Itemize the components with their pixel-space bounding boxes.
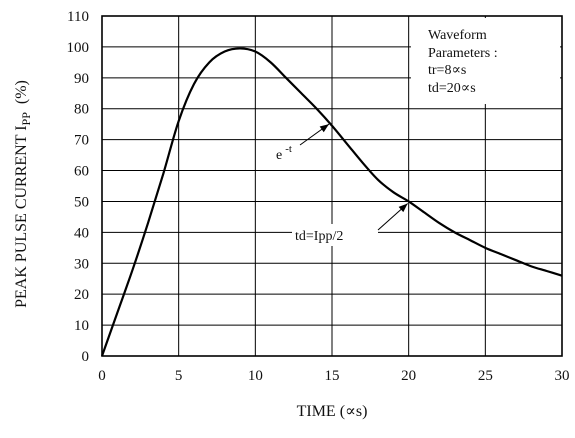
annotation-half-peak-label: td=Ipp/2 [295, 229, 343, 244]
y-tick-label: 60 [74, 164, 89, 180]
y-tick-label: 80 [74, 102, 89, 118]
annotation-half-peak-arrowhead [398, 203, 408, 213]
y-tick-label: 30 [74, 256, 89, 272]
annotation-exponential-base: e [276, 148, 282, 163]
y-tick-label: 90 [74, 71, 89, 87]
annotation-exponential-arrowhead [319, 124, 329, 133]
plot-frame [101, 15, 563, 357]
y-tick-label: 70 [74, 133, 89, 149]
y-axis-title-unit: (%) [13, 80, 30, 104]
x-tick-label: 0 [98, 368, 106, 384]
x-axis-title: TIME (∝s) [297, 403, 368, 420]
annotation-exponential-bg [272, 141, 308, 165]
annotation-exponential-sup: -t [285, 143, 292, 155]
legend-box [411, 18, 560, 104]
x-tick-label: 30 [555, 368, 570, 384]
annotation-half-peak-bg [292, 224, 378, 246]
waveform-curve [100, 47, 563, 357]
x-tick-label: 10 [248, 368, 263, 384]
y-tick-label: 40 [74, 225, 89, 241]
y-tick-label: 0 [82, 349, 90, 365]
y-tick-label: 20 [74, 287, 89, 303]
x-tick-label: 15 [325, 368, 340, 384]
annotation-half-peak: td=Ipp/2 [292, 203, 409, 246]
legend-line-2: Parameters : [428, 46, 498, 61]
annotation-exponential-label: e -t [276, 143, 292, 163]
y-tick-label: 50 [74, 194, 89, 210]
y-tick-label: 10 [74, 318, 89, 334]
legend-line-3: tr=8∝s [428, 63, 466, 78]
annotation-exponential: e -t [272, 123, 330, 165]
y-axis-title: PEAK PULSE CURRENT IPP (%) [13, 80, 33, 308]
x-tick-label: 25 [478, 368, 493, 384]
y-tick-label: 100 [67, 40, 90, 56]
legend-line-4: td=20∝s [428, 81, 476, 96]
x-tick-labels: 0 5 10 15 20 25 30 [98, 368, 569, 384]
y-axis-title-subscript: PP [19, 112, 33, 126]
legend-line-1: Waveform [428, 28, 487, 43]
y-tick-label: 110 [67, 9, 89, 25]
x-tick-label: 5 [175, 368, 183, 384]
y-axis-title-main: PEAK PULSE CURRENT I [13, 125, 30, 307]
x-tick-label: 20 [401, 368, 416, 384]
y-tick-labels: 0 10 20 30 40 50 60 70 80 90 100 110 [67, 9, 90, 365]
